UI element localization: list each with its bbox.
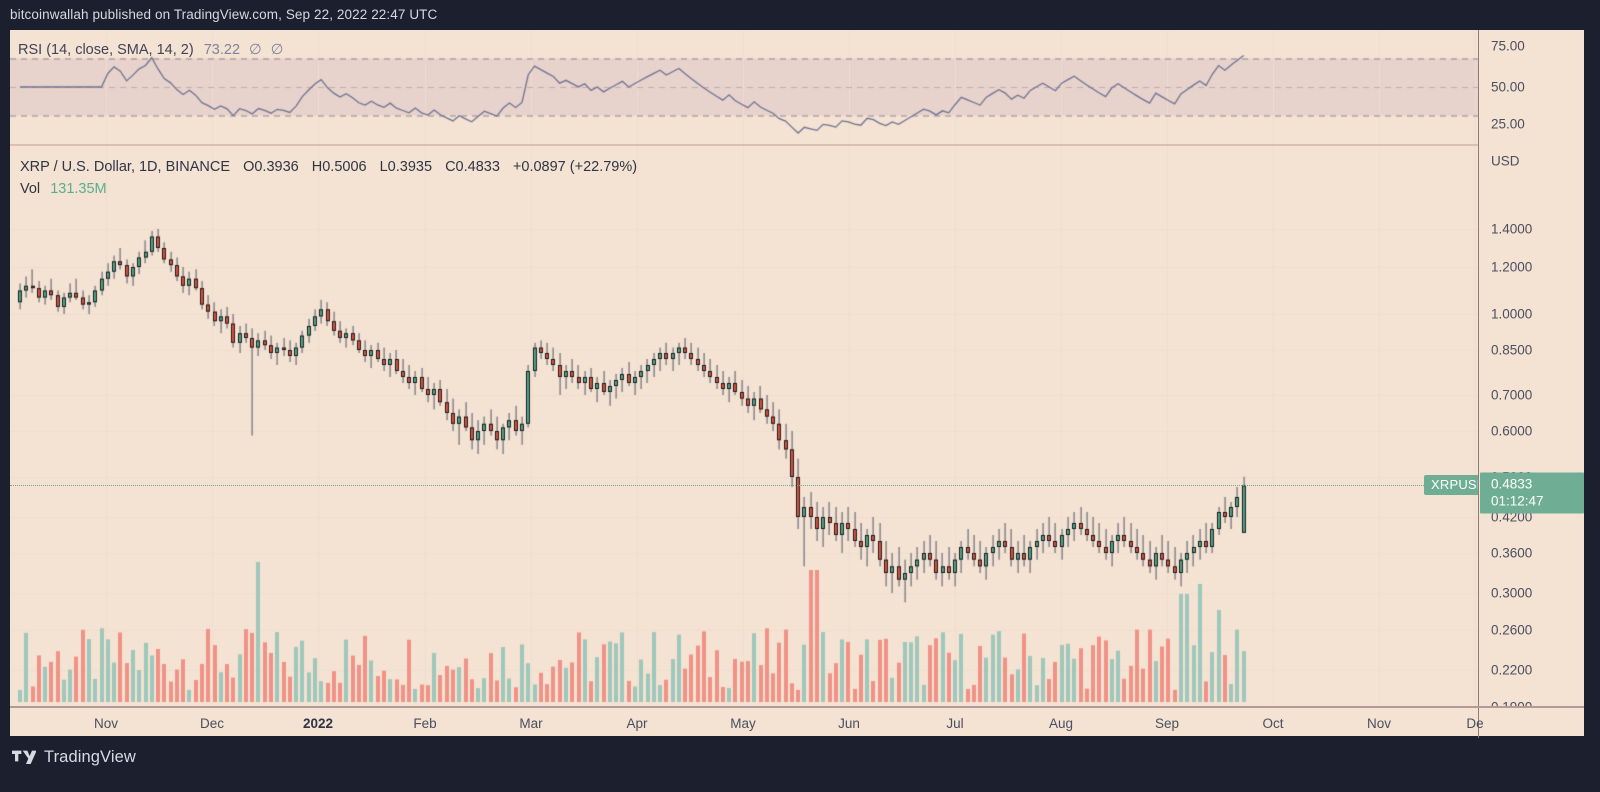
current-price-value: 0.4833 xyxy=(1491,476,1533,492)
price-axis-tick: 0.3600 xyxy=(1491,545,1533,561)
time-axis-tick: Mar xyxy=(519,716,543,731)
pane-separator[interactable] xyxy=(10,144,1478,146)
price-axis-tick: 1.4000 xyxy=(1491,221,1533,237)
time-axis-tick: May xyxy=(730,716,756,731)
price-axis-tick: 0.3000 xyxy=(1491,585,1533,601)
chart-frame: RSI (14, close, SMA, 14, 2) 73.22 ∅ ∅ XR… xyxy=(10,30,1584,738)
bar-countdown: 01:12:47 xyxy=(1491,493,1544,509)
chart-panes: RSI (14, close, SMA, 14, 2) 73.22 ∅ ∅ XR… xyxy=(10,30,1478,706)
price-axis-tick: 1.2000 xyxy=(1491,259,1533,275)
tradingview-wordmark: TradingView xyxy=(44,748,136,766)
current-price-line xyxy=(10,485,1478,487)
time-axis-tick: Apr xyxy=(626,716,648,731)
current-price-badge: 0.4833 01:12:47 xyxy=(1480,472,1584,514)
price-axis-tick: 0.2600 xyxy=(1491,622,1533,638)
time-axis-tick: Aug xyxy=(1048,716,1074,731)
publisher-attribution: bitcoinwallah published on TradingView.c… xyxy=(10,7,438,22)
time-axis-divider xyxy=(1478,708,1479,738)
price-axis-tick: 0.2200 xyxy=(1491,662,1533,678)
symbol-price-badge: XRPUSD xyxy=(1424,475,1478,496)
rsi-pane[interactable]: RSI (14, close, SMA, 14, 2) 73.22 ∅ ∅ xyxy=(10,30,1478,144)
tradingview-footer: TradingView xyxy=(12,748,136,767)
time-axis-tick: Dec xyxy=(199,716,225,731)
price-pane[interactable]: XRPUSD XRP / U.S. Dollar, 1D, BINANCE O0… xyxy=(10,146,1478,706)
time-axis-tick: Jun xyxy=(838,716,860,731)
rsi-canvas xyxy=(10,30,1478,144)
price-axis-tick: 0.8500 xyxy=(1491,342,1533,358)
time-axis-tick: Sep xyxy=(1154,716,1180,731)
time-axis-tick: Nov xyxy=(93,716,119,731)
price-axis[interactable]: 75.00 50.00 25.00 USD 1.4000 1.2000 1.0000… xyxy=(1478,30,1584,715)
time-axis[interactable]: Nov Dec 2022 Feb Mar Apr May Jun Jul Aug Sep Oct Nov… xyxy=(10,706,1584,738)
time-axis-tick: Jul xyxy=(946,716,964,731)
price-axis-tick: 0.6000 xyxy=(1491,423,1533,439)
time-axis-tick: 2022 xyxy=(302,716,334,731)
price-axis-tick: 1.0000 xyxy=(1491,306,1533,322)
currency-label: USD xyxy=(1491,153,1520,169)
time-axis-tick: Oct xyxy=(1262,716,1284,731)
rsi-axis-tick: 50.00 xyxy=(1491,79,1525,95)
price-axis-tick: 0.7000 xyxy=(1491,387,1533,403)
tradingview-logo-icon xyxy=(12,750,36,764)
rsi-axis-tick: 25.00 xyxy=(1491,116,1525,132)
candlestick-canvas xyxy=(10,146,1478,706)
time-axis-tick: Nov xyxy=(1366,716,1392,731)
rsi-axis-tick: 75.00 xyxy=(1491,38,1525,54)
time-axis-tick: Feb xyxy=(413,716,437,731)
time-axis-tick: De xyxy=(1466,716,1484,731)
